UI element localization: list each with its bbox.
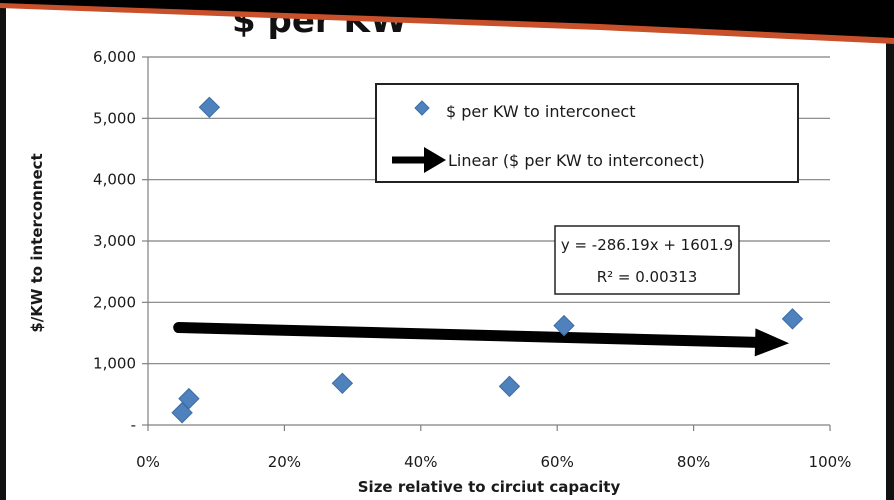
right-edge bbox=[886, 0, 894, 500]
x-tick-label: 0% bbox=[136, 453, 160, 471]
y-tick-label: 2,000 bbox=[93, 293, 136, 311]
legend: $ per KW to interconect Linear ($ per KW… bbox=[375, 83, 799, 183]
y-tick-label: 1,000 bbox=[93, 355, 136, 373]
data-point-diamond bbox=[171, 402, 193, 424]
trendline bbox=[173, 322, 763, 348]
legend-arrow-icon bbox=[424, 147, 446, 173]
y-tick-label: 6,000 bbox=[93, 48, 136, 66]
y-tick-label: 4,000 bbox=[93, 171, 136, 189]
x-tick-label: 20% bbox=[268, 453, 301, 471]
y-tick-label: 3,000 bbox=[93, 232, 136, 250]
x-tick-label: 40% bbox=[404, 453, 437, 471]
legend-label-series: $ per KW to interconect bbox=[446, 102, 635, 121]
data-point-diamond bbox=[178, 387, 200, 410]
data-point-diamond bbox=[198, 96, 221, 119]
x-axis-title: Size relative to circiut capacity bbox=[358, 478, 621, 496]
data-points bbox=[171, 96, 804, 424]
data-point-diamond bbox=[553, 314, 575, 337]
axes: - 1,000 2,000 3,000 4,000 5,000 6,000 0% 20% 40% 6… bbox=[93, 48, 851, 471]
y-axis-title: $/KW to interconnect bbox=[28, 153, 46, 332]
x-tick-label: 60% bbox=[541, 453, 574, 471]
x-tick-label: 100% bbox=[809, 453, 852, 471]
trendline-arrowhead bbox=[754, 328, 790, 357]
banner-dark bbox=[0, 0, 894, 38]
left-edge bbox=[0, 0, 6, 500]
legend-label-trendline: Linear ($ per KW to interconect) bbox=[448, 151, 705, 170]
legend-diamond-marker bbox=[414, 100, 430, 116]
legend-box bbox=[375, 83, 799, 183]
equation-box: y = -286.19x + 1601.9 R² = 0.00313 bbox=[554, 225, 740, 295]
y-tick-label: - bbox=[131, 416, 136, 434]
data-point-diamond bbox=[781, 308, 804, 330]
trendline-equation: y = -286.19x + 1601.9 bbox=[561, 236, 733, 254]
data-point-diamond bbox=[498, 375, 521, 398]
y-tick-label: 5,000 bbox=[93, 109, 136, 127]
data-point-diamond bbox=[331, 372, 354, 395]
trendline-layer bbox=[173, 322, 790, 357]
trendline-r-squared: R² = 0.00313 bbox=[597, 268, 698, 286]
x-tick-label: 80% bbox=[677, 453, 710, 471]
equation-box-frame bbox=[554, 225, 740, 295]
